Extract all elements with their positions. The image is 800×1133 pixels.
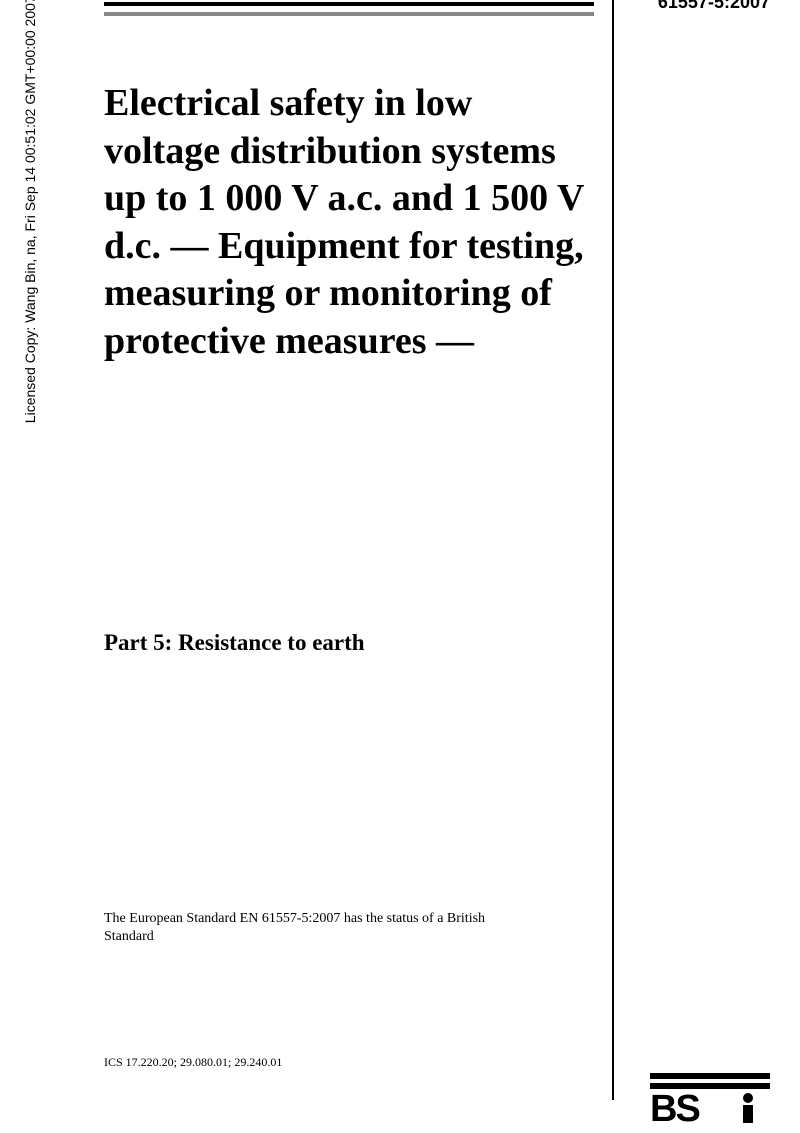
header-standard-code: 61557-5:2007 — [658, 0, 770, 13]
bsi-logo-icon: BS — [650, 1073, 770, 1123]
svg-text:BS: BS — [650, 1088, 699, 1123]
license-text: Licensed Copy: Wang Bin, na, Fri Sep 14 … — [22, 0, 38, 573]
ics-classification: ICS 17.220.20; 29.080.01; 29.240.01 — [104, 1055, 282, 1070]
document-main-title: Electrical safety in low voltage distrib… — [104, 80, 594, 365]
standard-status-note: The European Standard EN 61557-5:2007 ha… — [104, 910, 524, 946]
document-part-title: Part 5: Resistance to earth — [104, 630, 594, 656]
